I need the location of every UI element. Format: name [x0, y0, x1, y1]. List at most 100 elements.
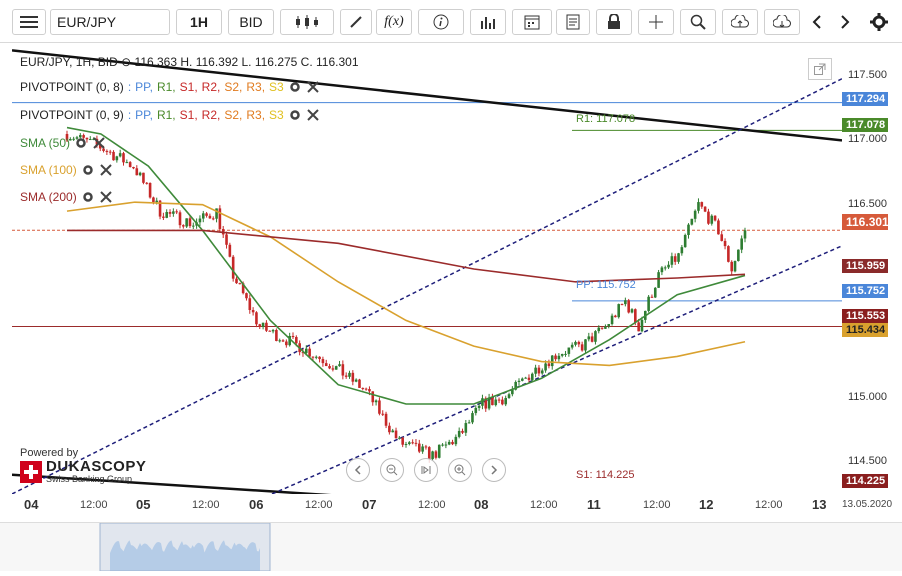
- instrument-input[interactable]: EUR/JPY: [50, 9, 170, 35]
- reset-view-icon[interactable]: [414, 458, 438, 482]
- candle-body: [717, 220, 720, 235]
- candle-body: [145, 182, 149, 184]
- chart-type-icon[interactable]: [280, 9, 334, 35]
- pivot2-pp: PP,: [135, 108, 153, 122]
- navigator-series: [110, 540, 260, 571]
- candle-body: [218, 208, 222, 230]
- pivot2-s3: S3: [269, 108, 284, 122]
- sma50-gear-icon[interactable]: [74, 136, 88, 150]
- candle-body: [584, 339, 587, 351]
- popout-icon[interactable]: [808, 58, 832, 80]
- sma100-gear-icon[interactable]: [81, 163, 95, 177]
- candle-body: [527, 377, 531, 380]
- zoom-in-icon[interactable]: [448, 458, 472, 482]
- pivot2-name: PIVOTPOINT (0, 9): [20, 108, 124, 122]
- bar-chart-icon[interactable]: [470, 9, 506, 35]
- zoom-out-icon[interactable]: [380, 458, 404, 482]
- candle-body: [411, 442, 414, 444]
- candle-body: [504, 397, 508, 405]
- menu-icon[interactable]: [12, 9, 46, 35]
- download-icon[interactable]: [764, 9, 800, 35]
- pivot1-gear-icon[interactable]: [288, 80, 302, 94]
- upload-icon[interactable]: [722, 9, 758, 35]
- zoom-icon[interactable]: [680, 9, 716, 35]
- candle-body: [730, 261, 734, 272]
- toolbar: EUR/JPY 1H BID f(x): [0, 0, 902, 43]
- navigator-area[interactable]: [0, 522, 902, 572]
- side-button[interactable]: BID: [228, 9, 274, 35]
- candle-body: [637, 322, 640, 332]
- candle-body: [697, 202, 700, 211]
- candle-body: [88, 139, 92, 141]
- candle-body: [348, 372, 351, 377]
- candle-body: [414, 442, 418, 444]
- timeframe-button[interactable]: 1H: [176, 9, 222, 35]
- candle-body: [437, 444, 441, 458]
- indicators-button[interactable]: f(x): [376, 9, 412, 35]
- report-icon[interactable]: [556, 9, 590, 35]
- candle-body: [687, 224, 690, 235]
- price-chart[interactable]: [12, 44, 842, 494]
- candle-body: [547, 363, 551, 367]
- candle-body: [723, 240, 727, 247]
- sma50-close-icon[interactable]: [92, 136, 106, 150]
- powered-by: Powered by: [20, 447, 79, 459]
- candle-body: [271, 329, 275, 332]
- candle-body: [657, 272, 660, 288]
- candle-body: [580, 344, 584, 351]
- lock-icon[interactable]: [596, 9, 632, 35]
- pivot1-close-icon[interactable]: [306, 80, 320, 94]
- pivot2-close-icon[interactable]: [306, 108, 320, 122]
- settings-gear-icon[interactable]: [866, 9, 892, 35]
- pivot2-r1: R1,: [156, 108, 176, 122]
- pen-icon[interactable]: [340, 9, 372, 35]
- candle-body: [231, 256, 235, 279]
- candle-body: [554, 355, 557, 360]
- sma100-close-icon[interactable]: [99, 163, 113, 177]
- info-icon[interactable]: [418, 9, 464, 35]
- prev-arrow-icon[interactable]: [804, 9, 830, 35]
- candle-body: [128, 162, 132, 167]
- ohlc-text: EUR/JPY, 1H, BID ⊙ 116.363 H. 116.392 L.…: [20, 55, 359, 69]
- candle-body: [683, 234, 687, 248]
- sma200-gear-icon[interactable]: [81, 190, 95, 204]
- price-tick: 115.000: [848, 390, 887, 403]
- sma200-close-icon[interactable]: [99, 190, 113, 204]
- candle-body: [265, 322, 268, 331]
- calendar-icon[interactable]: [512, 9, 552, 35]
- s1-price-flag: 114.225: [842, 474, 888, 488]
- candle-body: [530, 373, 534, 380]
- candle-body: [374, 400, 378, 403]
- pivot2-s1: S1,: [179, 108, 198, 122]
- candle-body: [421, 446, 424, 452]
- pivot1-pp: PP,: [135, 80, 153, 94]
- scroll-right-icon[interactable]: [482, 458, 506, 482]
- candle-body: [587, 336, 591, 340]
- navigator-window[interactable]: [99, 522, 271, 572]
- candle-body: [647, 296, 650, 311]
- candle-body: [620, 304, 624, 306]
- sma50-legend: SMA (50): [20, 136, 106, 150]
- time-tick-minor: 12:00: [418, 499, 446, 511]
- pivot2-gear-icon[interactable]: [288, 108, 302, 122]
- candle-body: [198, 218, 202, 223]
- candle-body: [574, 341, 577, 345]
- pp-price-flag: 115.752: [842, 284, 888, 298]
- time-tick-minor: 12:00: [305, 499, 333, 511]
- crosshair-icon[interactable]: [638, 9, 674, 35]
- sma200-line: [67, 229, 746, 283]
- pivot1-name: PIVOTPOINT (0, 8): [20, 80, 124, 94]
- candle-body: [245, 293, 248, 299]
- scroll-left-icon[interactable]: [346, 458, 370, 482]
- candle-body: [388, 425, 391, 433]
- time-tick-major: 11: [587, 497, 601, 512]
- candle-body: [275, 329, 278, 341]
- price-tick: 114.500: [848, 454, 887, 467]
- candle-body: [653, 287, 657, 298]
- candle-body: [381, 413, 385, 415]
- time-tick-major: 06: [249, 497, 264, 512]
- navigator[interactable]: [0, 522, 902, 572]
- candle-body: [314, 356, 318, 358]
- next-arrow-icon[interactable]: [832, 9, 858, 35]
- candle-body: [660, 267, 664, 273]
